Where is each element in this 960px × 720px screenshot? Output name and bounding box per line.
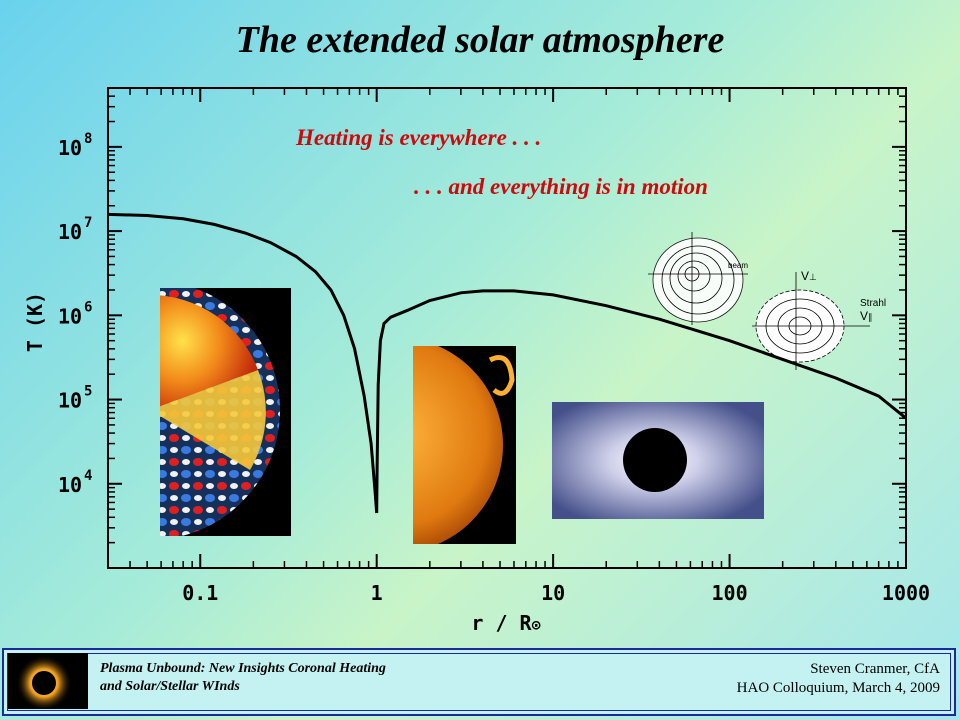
x-tick-label: 100 <box>712 581 748 605</box>
temperature-chart: beam V⊥ Strahl V∥ Heating is everywhere … <box>23 87 930 635</box>
v-perp-label: V⊥ <box>801 269 817 283</box>
footer-inner-border <box>7 653 951 711</box>
temperature-profile-line <box>108 212 906 514</box>
y-tick-exponent: 6 <box>84 299 92 315</box>
x-tick-label: 1 <box>371 581 383 605</box>
y-tick-exponent: 8 <box>84 131 92 147</box>
footer-speaker-name: Steven Cranmer, CfA <box>810 661 940 677</box>
x-tick-label: 10 <box>541 581 565 605</box>
solar-disk-image <box>413 346 516 544</box>
footer-bar: Plasma Unbound: New Insights Coronal Hea… <box>2 648 956 716</box>
velocity-distribution-inset: beam <box>648 232 870 370</box>
y-tick-exponent: 4 <box>84 468 92 484</box>
v-par-label: V∥ <box>860 309 873 323</box>
footer-title-line2: and Solar/Stellar WInds <box>100 679 240 694</box>
major-ticks <box>108 88 907 568</box>
y-tick-label: 10 <box>58 136 82 160</box>
x-tick-label: 0.1 <box>182 581 218 605</box>
x-axis-label: r / R⊙ <box>471 611 540 635</box>
y-tick-label: 10 <box>58 220 82 244</box>
eclipse-logo <box>8 653 88 709</box>
footer-venue: HAO Colloquium, March 4, 2009 <box>736 680 940 696</box>
minor-ticks <box>107 87 906 568</box>
footer-title-line1: Plasma Unbound: New Insights Coronal Hea… <box>100 661 386 676</box>
y-tick-label: 10 <box>58 473 82 497</box>
footer-talk-title: Plasma Unbound: New Insights Coronal Hea… <box>100 660 520 696</box>
footer-speaker: Steven Cranmer, CfA HAO Colloquium, Marc… <box>620 660 940 698</box>
beam-label: beam <box>728 261 748 270</box>
y-tick-exponent: 7 <box>84 215 92 231</box>
eclipse-corona-image <box>552 402 764 519</box>
slide-title: The extended solar atmosphere <box>235 19 725 61</box>
strahl-label: Strahl <box>860 298 886 309</box>
y-tick-label: 10 <box>58 304 82 328</box>
y-tick-label: 10 <box>58 389 82 413</box>
x-tick-label: 1000 <box>882 581 930 605</box>
y-tick-exponent: 5 <box>84 384 92 400</box>
heating-annotation: Heating is everywhere . . . <box>295 125 541 150</box>
solar-interior-image <box>160 288 291 536</box>
y-axis-label: T (K) <box>23 292 47 352</box>
motion-annotation: . . . and everything is in motion <box>414 174 708 199</box>
